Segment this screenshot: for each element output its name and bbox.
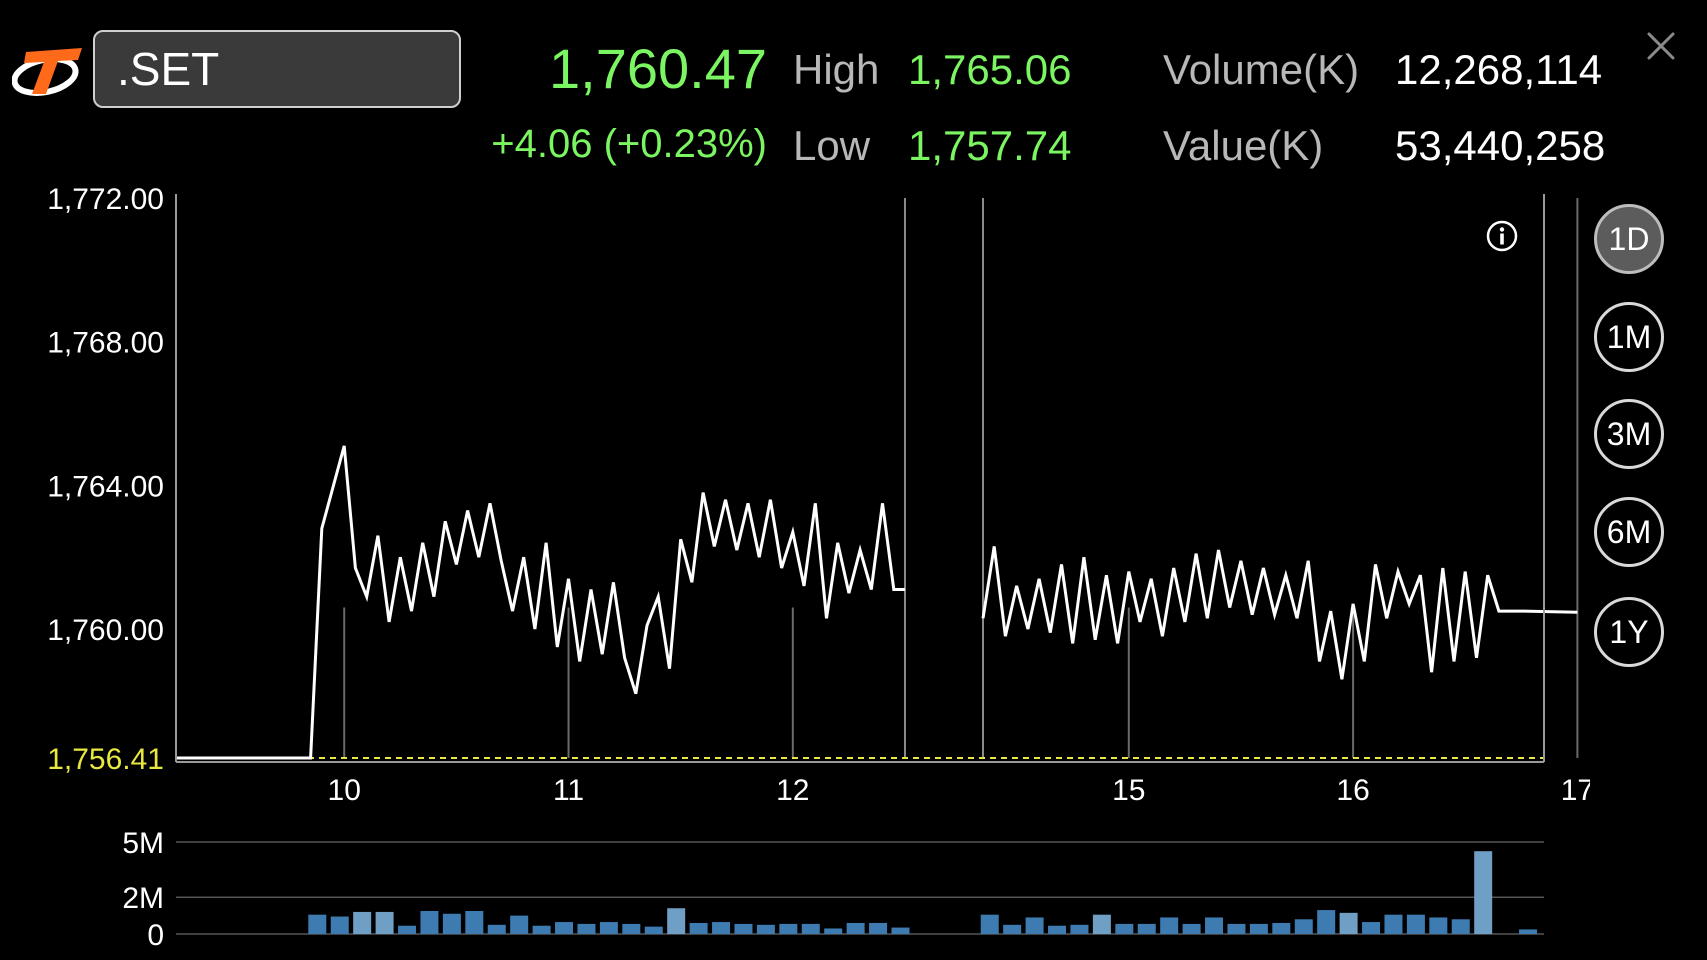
x-tick-label: 15	[1112, 774, 1145, 807]
chart-axes	[175, 194, 1545, 763]
volume-bar	[1406, 914, 1425, 934]
low-value: 1,757.74	[908, 122, 1072, 169]
volume-bar	[1070, 924, 1089, 934]
volume-bar	[1160, 917, 1179, 934]
value-value: 53,440,258	[1395, 122, 1606, 169]
volume-bar	[1227, 923, 1246, 934]
high-label: High	[793, 46, 880, 93]
volume-bar	[599, 922, 618, 934]
brand-logo-icon	[11, 46, 82, 98]
volume-bar	[330, 916, 349, 934]
x-tick-label: 16	[1336, 774, 1369, 807]
volume-bar	[1384, 914, 1403, 934]
volume-bar	[1137, 923, 1156, 934]
volume-bar	[756, 924, 775, 934]
volume-bar	[375, 911, 394, 934]
volume-bar	[1003, 924, 1022, 934]
x-tick-label: 17	[1561, 774, 1590, 807]
x-tick-label: 12	[776, 774, 809, 807]
volume-bar	[465, 911, 484, 934]
price-series-line	[176, 445, 905, 760]
volume-y-tick-label: 0	[147, 919, 164, 952]
volume-bar	[577, 923, 596, 934]
x-tick-label: 10	[328, 774, 361, 807]
volume-bar	[891, 927, 910, 934]
volume-bar	[801, 923, 820, 934]
volume-bar	[734, 923, 753, 934]
volume-bar	[353, 911, 372, 934]
y-tick-label: 1,764.00	[47, 470, 164, 503]
volume-chart: 5M 2M 0	[122, 827, 1544, 952]
volume-bar	[1451, 919, 1470, 934]
volume-y-tick-label: 2M	[122, 882, 164, 915]
volume-bar	[1339, 912, 1358, 934]
range-button-1y[interactable]: 1Y	[1594, 597, 1664, 667]
price-series-line	[981, 546, 1578, 680]
y-tick-label: 1,772.00	[47, 183, 164, 216]
volume-bar	[442, 913, 461, 934]
volume-bar	[644, 926, 663, 934]
volume-bar	[308, 914, 327, 934]
volume-bar	[846, 922, 865, 934]
volume-bars	[308, 851, 1538, 934]
volume-bar	[689, 922, 708, 934]
volume-bar	[1519, 929, 1538, 934]
volume-label: Volume(K)	[1163, 46, 1360, 93]
volume-bar	[1272, 922, 1291, 934]
volume-bar	[555, 922, 574, 934]
volume-bar	[532, 925, 551, 934]
volume-bar	[398, 925, 417, 934]
volume-bar	[1048, 925, 1067, 934]
last-price: 1,760.47	[549, 37, 767, 100]
volume-bar	[1249, 923, 1268, 934]
x-axis-labels: 10 11 12 15 16 17	[328, 774, 1590, 807]
info-icon[interactable]	[1486, 220, 1518, 252]
volume-bar	[420, 911, 439, 934]
range-button-6m[interactable]: 6M	[1594, 497, 1664, 567]
high-value: 1,765.06	[908, 46, 1072, 93]
volume-bar	[1205, 917, 1224, 934]
symbol-text: .SET	[117, 43, 220, 95]
volume-bar	[1294, 919, 1313, 934]
y-tick-label: 1,760.00	[47, 614, 164, 647]
range-button-1m[interactable]: 1M	[1594, 302, 1664, 372]
symbol-field[interactable]: .SET	[93, 30, 461, 108]
volume-y-tick-label: 5M	[122, 827, 164, 860]
volume-bar	[510, 915, 529, 934]
value-label: Value(K)	[1163, 122, 1324, 169]
volume-bar	[1474, 851, 1493, 934]
x-tick-label: 11	[553, 774, 584, 807]
volume-bar	[622, 923, 641, 934]
volume-bar	[824, 928, 843, 934]
range-button-3m[interactable]: 3M	[1594, 399, 1664, 469]
volume-bar	[1429, 917, 1448, 934]
volume-bar	[779, 923, 798, 934]
volume-value: 12,268,114	[1395, 46, 1603, 93]
volume-bar	[487, 924, 506, 934]
range-button-1d[interactable]: 1D	[1594, 204, 1664, 274]
price-lines	[176, 445, 1578, 760]
volume-bar	[1317, 910, 1336, 934]
close-icon[interactable]	[1643, 28, 1679, 64]
price-change: +4.06 (+0.23%)	[491, 122, 767, 166]
volume-bar	[1025, 917, 1044, 934]
y-tick-label: 1,768.00	[47, 327, 164, 360]
chart-gridlines	[343, 198, 1579, 758]
reference-label: 1,756.41	[47, 743, 164, 776]
volume-bar	[980, 914, 999, 934]
price-chart: 1,772.00 1,768.00 1,764.00 1,760.00 1,756.4…	[47, 183, 1590, 807]
volume-bar	[1362, 922, 1381, 934]
volume-bar	[1182, 923, 1201, 934]
volume-bar	[712, 922, 731, 934]
volume-bar	[667, 908, 686, 934]
volume-bar	[1115, 923, 1134, 934]
volume-bar	[869, 922, 888, 934]
volume-y-axis-labels: 5M 2M 0	[122, 827, 164, 952]
volume-bar	[1092, 914, 1111, 934]
y-axis-labels: 1,772.00 1,768.00 1,764.00 1,760.00	[47, 183, 164, 647]
low-label: Low	[793, 122, 871, 169]
